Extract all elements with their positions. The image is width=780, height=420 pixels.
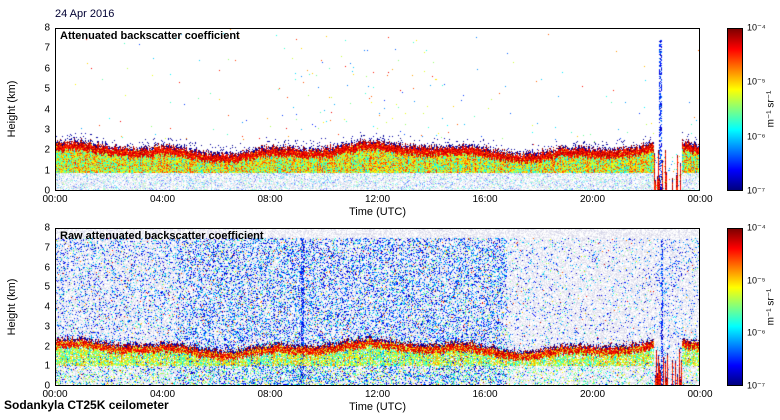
colorbar-top bbox=[727, 28, 743, 191]
colorbar-tick-label: 10⁻⁵ bbox=[747, 275, 766, 286]
x-tick-label: 04:00 bbox=[149, 389, 176, 400]
y-tick-label: 3 bbox=[44, 321, 50, 333]
x-tick-label: 00:00 bbox=[42, 194, 68, 205]
colorbar-tick-label: 10⁻⁷ bbox=[747, 185, 766, 196]
x-tick-label: 08:00 bbox=[257, 389, 283, 400]
x-tick-label: 00:00 bbox=[42, 389, 68, 400]
x-tick-label: 12:00 bbox=[364, 194, 391, 205]
y-tick-label: 4 bbox=[44, 104, 50, 115]
raw-attenuated-backscatter-heatmap bbox=[56, 229, 699, 385]
x-tick-label: 20:00 bbox=[579, 389, 606, 400]
x-axis-label-top: Time (UTC) bbox=[348, 206, 407, 218]
heatmap-panel-attenuated: Attenuated backscatter coefficient bbox=[55, 28, 700, 191]
panel-title-attenuated: Attenuated backscatter coefficient bbox=[60, 30, 240, 42]
y-tick-label: 8 bbox=[44, 222, 50, 234]
x-tick-label: 12:00 bbox=[364, 389, 391, 400]
x-axis-ticks-top: 00:00 04:00 08:00 12:00 16:00 20:00 00:00 bbox=[42, 194, 712, 206]
y-axis-ticks-bottom: 0 1 2 3 4 5 6 7 8 bbox=[22, 223, 52, 392]
y-tick-label: 2 bbox=[44, 144, 50, 156]
y-axis-label-top: Height (km) bbox=[6, 80, 18, 138]
y-tick-label: 3 bbox=[44, 124, 50, 136]
x-tick-label: 16:00 bbox=[472, 389, 498, 400]
colorbar-tick-label: 10⁻⁷ bbox=[747, 380, 766, 391]
y-tick-label: 2 bbox=[44, 341, 50, 352]
x-tick-label: 16:00 bbox=[472, 194, 498, 205]
colorbar-bottom bbox=[727, 228, 743, 386]
colorbar-tick-label: 10⁻⁶ bbox=[747, 327, 766, 338]
colorbar-tick-label: 10⁻⁶ bbox=[747, 131, 766, 142]
colorbar-tick-label: 10⁻⁴ bbox=[747, 222, 766, 233]
y-tick-label: 0 bbox=[44, 380, 50, 392]
y-tick-label: 4 bbox=[44, 301, 50, 313]
y-axis-label-bottom: Height (km) bbox=[6, 278, 18, 336]
y-tick-label: 6 bbox=[44, 63, 50, 75]
y-tick-label: 5 bbox=[44, 281, 50, 293]
panel-title-raw: Raw attenuated backscatter coefficient bbox=[60, 230, 264, 242]
y-tick-label: 6 bbox=[44, 262, 50, 273]
instrument-label: Sodankyla CT25K ceilometer bbox=[4, 398, 169, 412]
attenuated-backscatter-heatmap bbox=[56, 29, 699, 190]
x-tick-label: 04:00 bbox=[149, 194, 176, 205]
x-axis-ticks-bottom: 00:00 04:00 08:00 12:00 16:00 20:00 00:00 bbox=[42, 389, 712, 401]
x-axis-label-bottom: Time (UTC) bbox=[348, 401, 407, 413]
y-axis-ticks-top: 0 1 2 3 4 5 6 7 8 bbox=[22, 23, 52, 197]
x-tick-label: 08:00 bbox=[257, 194, 283, 205]
y-tick-label: 0 bbox=[44, 185, 50, 197]
colorbar-ticks-bottom: 10⁻⁴ 10⁻⁵ 10⁻⁶ 10⁻⁷ bbox=[747, 223, 779, 391]
colorbar-unit-label-top: m⁻¹ sr⁻¹ bbox=[765, 90, 777, 128]
y-tick-label: 7 bbox=[44, 42, 50, 54]
x-tick-label: 00:00 bbox=[687, 389, 713, 400]
x-tick-label: 00:00 bbox=[687, 194, 713, 205]
colorbar-unit-label-bottom: m⁻¹ sr⁻¹ bbox=[765, 288, 777, 326]
heatmap-panel-raw: Raw attenuated backscatter coefficient bbox=[55, 228, 700, 386]
date-label: 24 Apr 2016 bbox=[55, 8, 115, 20]
y-tick-label: 5 bbox=[44, 83, 50, 95]
y-tick-label: 1 bbox=[44, 165, 50, 177]
y-tick-label: 7 bbox=[44, 242, 50, 254]
colorbar-tick-label: 10⁻⁵ bbox=[747, 76, 766, 87]
colorbar-tick-label: 10⁻⁴ bbox=[747, 22, 766, 33]
y-tick-label: 1 bbox=[44, 360, 50, 372]
y-tick-label: 8 bbox=[44, 22, 50, 34]
colorbar-ticks-top: 10⁻⁴ 10⁻⁵ 10⁻⁶ 10⁻⁷ bbox=[747, 23, 779, 196]
x-tick-label: 20:00 bbox=[579, 194, 606, 205]
